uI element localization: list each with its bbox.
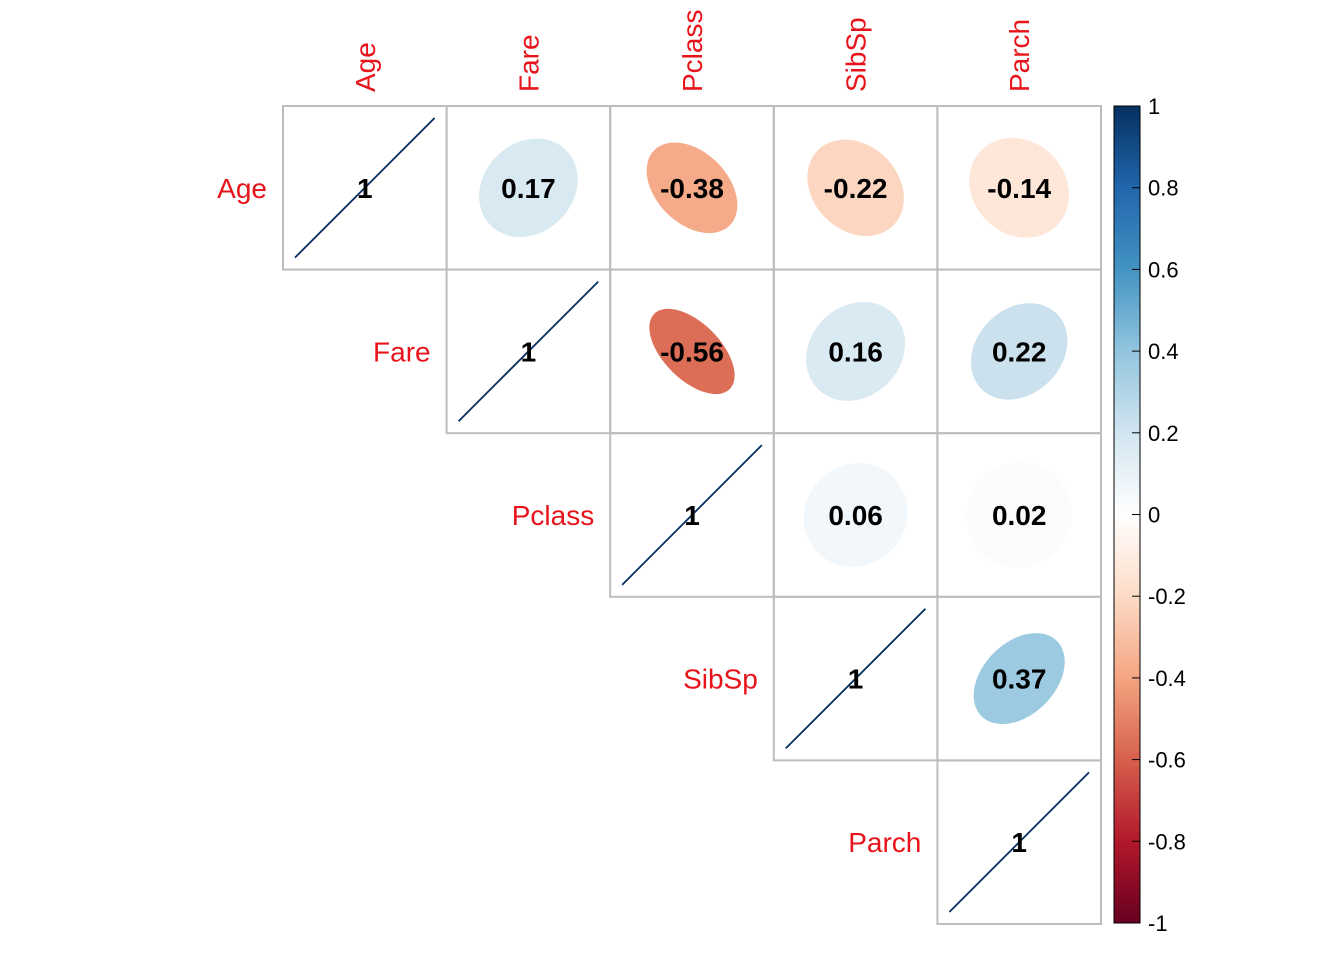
legend-tick-label: -1: [1148, 911, 1168, 936]
cell-pclass-pclass: 1: [609, 432, 775, 598]
cell-value-label: 1: [521, 336, 537, 367]
cell-value-label: -0.56: [660, 336, 724, 367]
correlation-ellipse: [966, 462, 1072, 568]
correlation-ellipse: [479, 138, 578, 238]
row-label-pclass: Pclass: [512, 500, 594, 531]
diagonal-line: [948, 771, 1090, 913]
legend-tick-label: 0.8: [1148, 176, 1179, 201]
correlation-ellipse: [970, 303, 1068, 400]
cell-pclass-sibsp: 0.06: [772, 432, 939, 598]
cell-value-label: 1: [1011, 827, 1027, 858]
cell-value-label: 1: [848, 664, 864, 695]
cell-value-label: 0.17: [501, 173, 556, 204]
diagonal-line: [621, 444, 763, 586]
cell-age-sibsp: -0.22: [772, 105, 939, 271]
correlation-ellipse: [973, 633, 1065, 725]
cell-value-label: 0.37: [992, 664, 1047, 695]
cell-fare-fare: 1: [445, 268, 612, 435]
cell-age-parch: -0.14: [936, 105, 1103, 271]
cell-fare-pclass: -0.56: [609, 268, 775, 435]
correlation-ellipse: [803, 463, 908, 567]
diagonal-line: [785, 608, 927, 750]
cell-fare-parch: 0.22: [936, 268, 1103, 435]
cell-value-label: -0.38: [660, 173, 724, 204]
cell-sibsp-parch: 0.37: [936, 595, 1103, 762]
column-label-parch: Parch: [1004, 19, 1035, 92]
cell-pclass-parch: 0.02: [936, 432, 1103, 598]
legend-tick-label: -0.8: [1148, 829, 1186, 854]
cell-value-label: 0.22: [992, 336, 1047, 367]
cell-sibsp-sibsp: 1: [772, 595, 939, 762]
correlation-ellipse: [649, 308, 735, 395]
cell-value-label: 0.06: [828, 500, 883, 531]
variable-labels: Age Age Fare Fare Pclass Pclass SibSp SibSp Parc…: [217, 10, 1035, 859]
correlation-ellipse: [807, 139, 904, 237]
correlation-ellipse: [646, 142, 738, 234]
row-label-sibsp: SibSp: [683, 664, 758, 695]
legend-tick-label: 0: [1148, 503, 1160, 528]
cell-age-age: 1: [282, 105, 448, 271]
legend-tick-label: -0.4: [1148, 666, 1186, 691]
legend-tick-label: 0.4: [1148, 339, 1179, 364]
cell-age-pclass: -0.38: [609, 105, 775, 271]
diagonal-line: [457, 280, 599, 422]
legend-tick-label: 0.2: [1148, 421, 1179, 446]
correlation-ellipse: [969, 137, 1070, 238]
cell-value-label: 0.16: [828, 336, 883, 367]
cell-value-label: -0.14: [987, 173, 1051, 204]
column-label-age: Age: [350, 42, 381, 92]
correlation-ellipse: [806, 301, 906, 401]
column-label-fare: Fare: [513, 34, 544, 92]
column-label-sibsp: SibSp: [841, 17, 872, 92]
diagonal-line: [294, 117, 436, 259]
cell-value-label: 1: [684, 500, 700, 531]
cell-fare-sibsp: 0.16: [772, 268, 939, 435]
column-label-pclass: Pclass: [677, 10, 708, 92]
legend-tick-label: -0.6: [1148, 748, 1186, 773]
cell-parch-parch: 1: [936, 759, 1103, 926]
color-legend: -1 -0.8 -0.6 -0.4 -0.2 0 0.2 0.4 0.6 0.8 1: [1113, 94, 1186, 936]
cell-value-label: 0.02: [992, 500, 1047, 531]
legend-tick-label: 1: [1148, 94, 1160, 119]
legend-tick-label: -0.2: [1148, 584, 1186, 609]
row-label-parch: Parch: [848, 827, 921, 858]
correlation-cells: 1 0.17 -0.38 -0.22 -0.14 1 -0.56 0.16 0.22 1 0.06 0…: [282, 105, 1103, 926]
cell-value-label: -0.22: [824, 173, 888, 204]
cell-age-fare: 0.17: [445, 105, 612, 271]
cell-value-label: 1: [357, 173, 373, 204]
row-label-fare: Fare: [373, 336, 431, 367]
row-label-age: Age: [217, 173, 267, 204]
cell-border: [936, 759, 1103, 926]
legend-tick-label: 0.6: [1148, 257, 1179, 282]
